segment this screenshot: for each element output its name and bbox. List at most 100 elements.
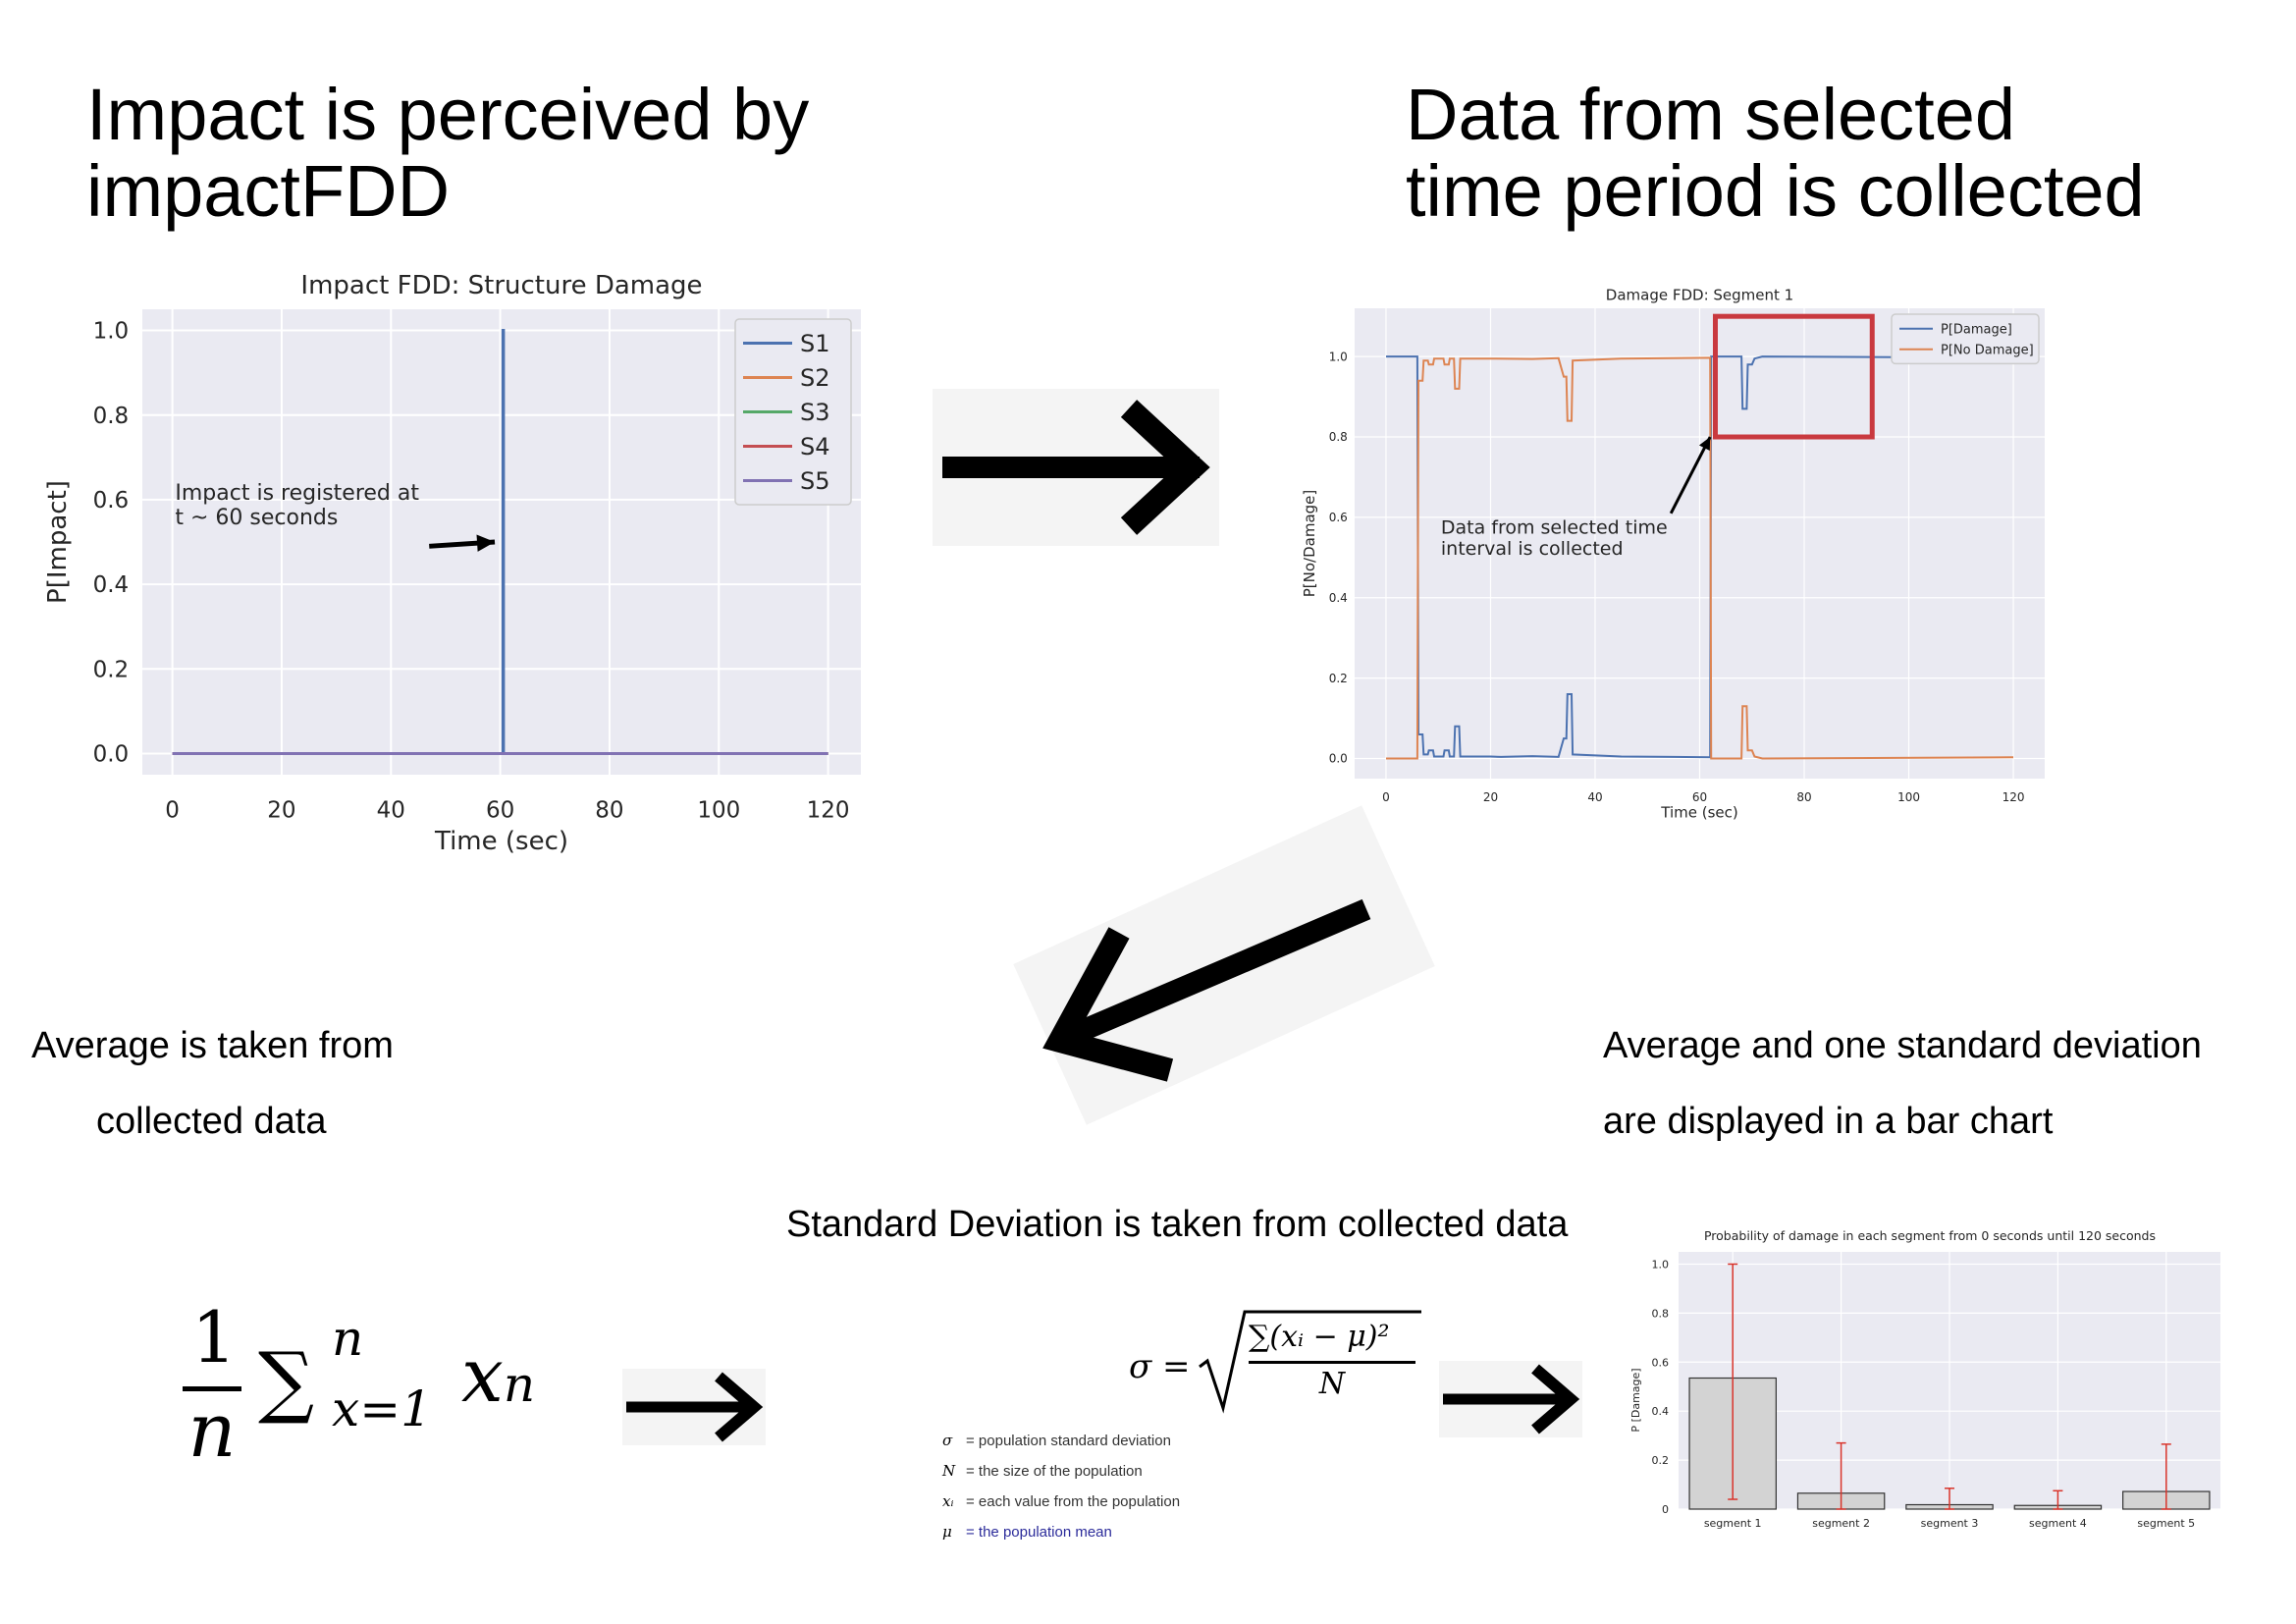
legend-description: = the population mean <box>966 1524 1112 1541</box>
legend-row-sigma: σ = population standard deviation <box>942 1432 1180 1462</box>
x-tick-label: 100 <box>1897 790 1920 804</box>
x-tick-label: 60 <box>1692 790 1707 804</box>
title-impact-line-1: Impact is perceived by <box>86 74 810 155</box>
y-tick-label: 0.8 <box>93 404 130 429</box>
bar-chart: 0 0.2 0.4 0.6 0.8 1.0 segment 1 segment 2 segmen… <box>1629 1228 2220 1530</box>
annotation-text: Impact is registered at <box>175 481 419 506</box>
y-tick-label: 1.0 <box>1329 350 1348 363</box>
x-tick-label: segment 2 <box>1812 1517 1870 1530</box>
x-tick-label: 100 <box>697 798 740 824</box>
y-tick-label: 0.8 <box>1329 430 1348 444</box>
x-tick-label: 120 <box>807 798 850 824</box>
x-tick-label: segment 3 <box>1921 1517 1979 1530</box>
sqrt-sign <box>1199 1310 1421 1414</box>
x-tick-label: 80 <box>595 798 623 824</box>
annotation-text: interval is collected <box>1441 538 1624 560</box>
title-collected-line-1: Data from selected <box>1406 74 2016 155</box>
x-tick-label: 20 <box>1483 790 1498 804</box>
annotation-arrow-line <box>1669 436 1712 514</box>
x-tick-label: 40 <box>377 798 405 824</box>
y-tick-label: 0.6 <box>1329 511 1348 524</box>
arrow-right-icon <box>942 400 1210 535</box>
std-lhs: σ = <box>1129 1347 1191 1386</box>
mean-term-var: x <box>461 1331 504 1419</box>
mean-upper-limit: n <box>332 1310 364 1367</box>
legend-label: S1 <box>800 330 830 357</box>
legend-description: = population standard deviation <box>966 1433 1171 1449</box>
annotation-arrow-head <box>476 534 496 552</box>
std-numerator: ∑(xᵢ − μ)² <box>1249 1320 1390 1354</box>
caption-bar: Average and one standard deviation are d… <box>1603 1025 2202 1143</box>
title-impact-line-2: impactFDD <box>86 150 451 232</box>
std-fraction-bar <box>1249 1361 1415 1364</box>
caption-std: Standard Deviation is taken from collect… <box>786 1204 1569 1245</box>
title-collected: Data from selected time period is collec… <box>1406 77 2145 230</box>
y-tick-label: 0.4 <box>1329 591 1348 605</box>
damage-fdd-chart: 0 20 40 60 80 100 120 0.0 0.2 0.4 0.6 0.8 1.0 Data fr… <box>1301 287 2045 822</box>
legend-box <box>1891 313 2040 365</box>
series-line <box>1386 356 2014 760</box>
legend-label: P[Damage] <box>1941 322 2012 337</box>
x-axis-label: Time (sec) <box>1660 804 1737 822</box>
legend-label: S3 <box>800 399 830 426</box>
x-tick-label: segment 1 <box>1704 1517 1762 1530</box>
y-axis-label: P[No/Damage] <box>1301 490 1318 598</box>
highlight-box <box>1712 313 1875 440</box>
x-tick-label: 0 <box>165 798 180 824</box>
y-tick-label: 1.0 <box>93 319 130 345</box>
y-axis-label: P [Damage] <box>1629 1368 1642 1432</box>
x-tick-label: segment 4 <box>2029 1517 2087 1530</box>
chart-title: Impact FDD: Structure Damage <box>300 271 702 300</box>
legend-row-n: N = the size of the population <box>942 1462 1180 1492</box>
mean-fraction-bar <box>183 1386 241 1391</box>
legend-box <box>734 318 852 506</box>
y-tick-label: 0.6 <box>93 488 130 514</box>
annotation-text: Data from selected time <box>1441 516 1668 538</box>
legend-description: = the size of the population <box>966 1463 1143 1480</box>
legend-label: S5 <box>800 467 830 495</box>
mean-term: xn <box>461 1331 535 1419</box>
legend-row-xi: xᵢ = each value from the population <box>942 1492 1180 1523</box>
impact-fdd-chart: 0 20 40 60 80 100 120 0.0 0.2 0.4 0.6 0.8 1.0 Impact … <box>43 271 861 856</box>
y-axis-label: P[Impact] <box>43 480 73 604</box>
legend-description: = each value from the population <box>966 1493 1181 1510</box>
x-tick-label: segment 5 <box>2137 1517 2195 1530</box>
caption-average: Average is taken from collected data <box>31 1025 394 1143</box>
y-tick-label: 0.4 <box>1652 1405 1670 1418</box>
legend-label: P[No Damage] <box>1941 343 2034 357</box>
arrow-right-box-3 <box>1439 1361 1582 1437</box>
legend-label: S4 <box>800 433 830 460</box>
caption-bar-line-1: Average and one standard deviation <box>1603 1025 2202 1066</box>
series-line <box>1386 355 2014 759</box>
legend-row-mu: μ = the population mean <box>942 1523 1180 1553</box>
std-formula: σ = ∑(xᵢ − μ)² N <box>1129 1306 1423 1414</box>
annotation-text: t ~ 60 seconds <box>175 506 338 530</box>
caption-bar-line-2: are displayed in a bar chart <box>1603 1101 2054 1142</box>
caption-average-line-1: Average is taken from <box>31 1025 394 1066</box>
arrow-right-box-2 <box>622 1369 766 1445</box>
chart-title: Damage FDD: Segment 1 <box>1606 287 1793 304</box>
title-collected-line-2: time period is collected <box>1406 150 2145 232</box>
mean-term-sub: n <box>503 1356 536 1413</box>
std-denominator: N <box>1318 1367 1346 1401</box>
title-impact: Impact is perceived by impactFDD <box>86 77 809 230</box>
y-tick-label: 1.0 <box>1652 1258 1670 1271</box>
mean-sum-symbol: ∑ <box>258 1335 315 1427</box>
y-tick-label: 0.2 <box>93 657 130 682</box>
x-tick-label: 80 <box>1796 790 1811 804</box>
x-tick-label: 120 <box>2002 790 2025 804</box>
y-tick-label: 0.2 <box>1329 672 1348 685</box>
y-tick-label: 0.0 <box>1329 752 1348 766</box>
caption-average-line-2: collected data <box>96 1101 327 1142</box>
mean-denominator: n <box>187 1386 237 1474</box>
arrow-down-left-icon <box>1042 898 1371 1082</box>
x-tick-label: 60 <box>486 798 514 824</box>
annotation-arrow-head <box>1698 437 1711 452</box>
y-tick-label: 0.6 <box>1652 1356 1670 1369</box>
legend-symbol: σ <box>942 1432 953 1449</box>
arrow-right-box-1 <box>933 389 1219 546</box>
mean-numerator: 1 <box>191 1296 237 1379</box>
x-tick-label: 40 <box>1587 790 1602 804</box>
std-symbol-legend: σ = population standard deviation N = the … <box>942 1432 1180 1553</box>
x-tick-label: 0 <box>1382 790 1390 804</box>
